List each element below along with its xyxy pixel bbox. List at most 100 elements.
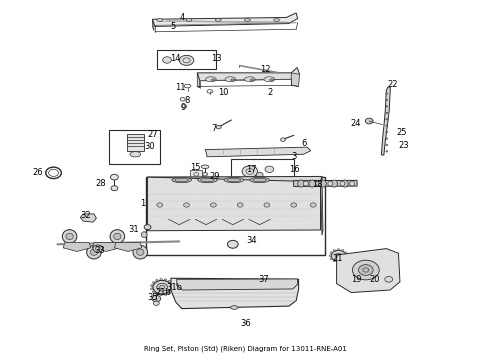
Text: 29: 29 [209,172,220,181]
Polygon shape [337,249,400,293]
Ellipse shape [152,282,155,283]
Polygon shape [93,243,120,251]
Text: 13: 13 [211,54,221,63]
Bar [157,50,216,69]
Ellipse shape [231,79,235,81]
Ellipse shape [227,178,241,182]
Ellipse shape [150,285,153,287]
Ellipse shape [386,125,388,126]
Ellipse shape [333,260,336,262]
Ellipse shape [93,245,103,252]
Text: 4: 4 [179,13,184,22]
Text: 11: 11 [175,83,186,92]
Polygon shape [177,279,297,290]
Ellipse shape [270,79,274,81]
Ellipse shape [90,249,98,255]
Ellipse shape [237,203,243,207]
Ellipse shape [157,18,163,21]
Polygon shape [197,73,200,88]
Ellipse shape [253,178,267,182]
Ellipse shape [210,203,216,207]
Ellipse shape [152,291,155,293]
Ellipse shape [342,180,348,187]
Ellipse shape [264,77,275,82]
Polygon shape [205,147,311,157]
Ellipse shape [309,180,316,187]
Polygon shape [197,67,299,81]
Ellipse shape [152,296,161,302]
Ellipse shape [156,279,158,281]
Ellipse shape [157,283,168,291]
Ellipse shape [281,138,286,141]
Ellipse shape [111,174,118,180]
Text: 14: 14 [171,54,181,63]
Ellipse shape [342,260,344,262]
Text: 23: 23 [398,141,409,150]
Ellipse shape [264,203,270,207]
Ellipse shape [110,230,124,243]
Ellipse shape [359,265,373,275]
Polygon shape [294,180,357,186]
Ellipse shape [225,77,236,82]
Text: 24: 24 [350,120,361,129]
Ellipse shape [328,181,333,186]
Ellipse shape [250,177,270,183]
Text: 25: 25 [396,128,407,137]
Ellipse shape [242,166,258,177]
Ellipse shape [344,252,347,253]
Ellipse shape [201,178,214,182]
Ellipse shape [172,286,174,288]
Text: 34: 34 [246,236,257,245]
Text: 5: 5 [171,22,176,31]
Ellipse shape [333,249,336,251]
Polygon shape [152,13,297,26]
Ellipse shape [344,258,347,260]
Ellipse shape [224,177,244,183]
Text: 31b: 31b [166,283,182,292]
Ellipse shape [337,249,340,251]
Ellipse shape [386,93,388,94]
Ellipse shape [184,203,190,207]
Ellipse shape [319,180,326,187]
Ellipse shape [227,240,238,248]
Ellipse shape [316,181,320,186]
Ellipse shape [163,57,172,63]
Polygon shape [80,214,97,222]
Bar [231,159,294,183]
Text: 9: 9 [180,103,186,112]
Ellipse shape [201,165,209,168]
Text: 37: 37 [258,275,269,284]
Ellipse shape [168,292,171,294]
Text: 31: 31 [129,225,139,234]
Ellipse shape [186,18,192,21]
Text: 33: 33 [94,246,105,255]
Text: 22: 22 [388,80,398,89]
Text: 26: 26 [32,168,43,177]
Text: 2: 2 [267,88,272,97]
Polygon shape [171,278,298,309]
Bar [127,134,144,152]
Bar [109,130,160,164]
Text: 7: 7 [211,125,217,134]
Ellipse shape [150,288,153,290]
Text: 10: 10 [218,88,229,97]
Ellipse shape [337,261,340,263]
Bar [146,177,325,255]
Ellipse shape [160,278,162,280]
Text: 20: 20 [369,275,380,284]
Ellipse shape [205,77,216,82]
Ellipse shape [256,172,263,178]
Ellipse shape [171,283,173,285]
Ellipse shape [153,301,159,305]
Ellipse shape [216,125,221,129]
Ellipse shape [198,177,217,183]
Ellipse shape [352,260,379,280]
Ellipse shape [350,181,355,186]
Ellipse shape [310,203,316,207]
Ellipse shape [168,280,171,282]
Text: 28: 28 [96,179,106,188]
Ellipse shape [202,172,207,176]
Text: 3: 3 [291,152,296,161]
Ellipse shape [62,230,77,243]
Polygon shape [152,19,154,31]
